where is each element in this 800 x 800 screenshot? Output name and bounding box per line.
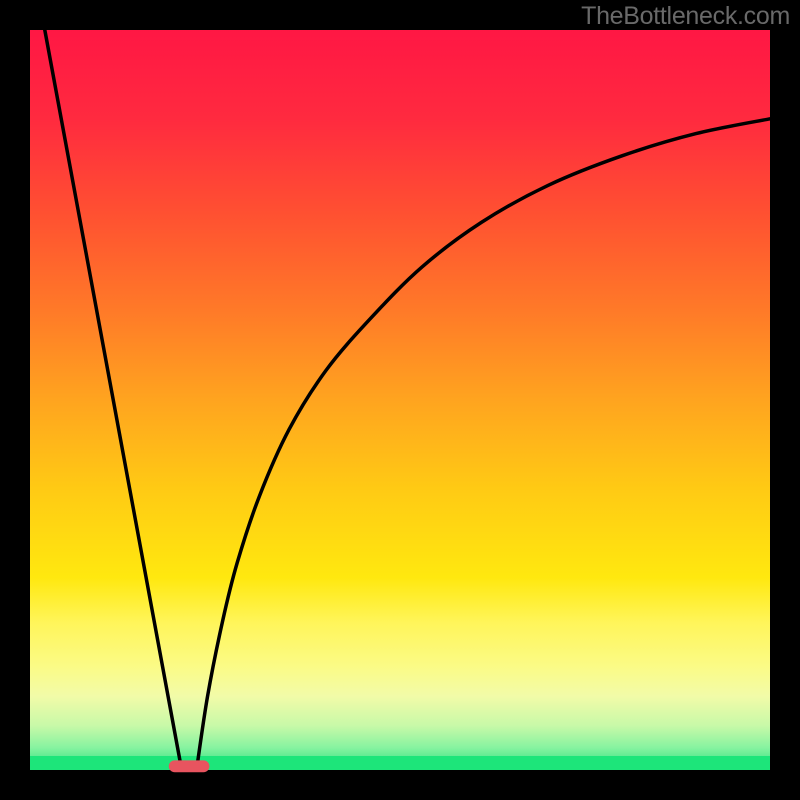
notch-marker xyxy=(169,760,210,772)
chart-stage: TheBottleneck.com xyxy=(0,0,800,800)
green-strip xyxy=(30,756,770,770)
plot-area xyxy=(30,30,770,770)
bottleneck-chart xyxy=(0,0,800,800)
watermark-text: TheBottleneck.com xyxy=(581,2,790,31)
